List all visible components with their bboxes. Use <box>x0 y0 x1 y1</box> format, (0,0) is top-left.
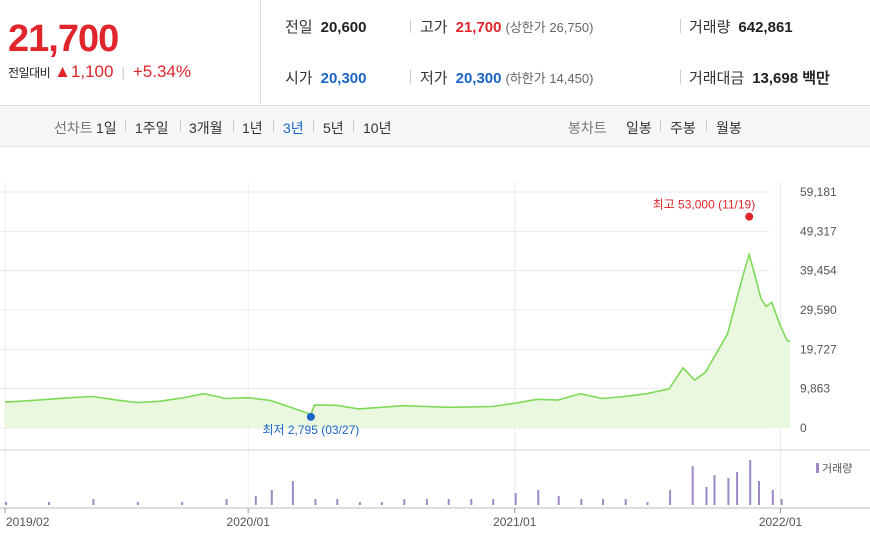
amount-value: 13,698 백만 <box>752 70 830 87</box>
y-tick-label: 9,863 <box>800 382 830 396</box>
volume-bar <box>736 472 739 505</box>
candle-weekly[interactable]: 주봉 <box>670 120 696 136</box>
y-tick-label: 19,727 <box>800 342 837 356</box>
volume-bar <box>557 496 560 505</box>
volume-label: 거래량 <box>689 19 731 36</box>
volume-bar <box>758 481 760 505</box>
volume-bar <box>691 466 694 505</box>
open-label: 시가 <box>285 70 313 87</box>
volume-value: 642,861 <box>738 19 793 36</box>
amount-stat: 거래대금 13,698 백만 <box>689 67 830 88</box>
volume-bar <box>314 499 317 505</box>
volume-bar <box>780 499 783 505</box>
volume-bar <box>470 499 473 505</box>
prev-close-value: 20,600 <box>320 19 367 36</box>
low-value: 20,300 <box>455 70 502 87</box>
y-tick-label: 29,590 <box>800 303 837 317</box>
min-annotation: 최저 2,795 (03/27) <box>262 423 359 437</box>
volume-bar <box>136 502 139 505</box>
volume-bar <box>291 481 294 505</box>
volume-bar <box>514 493 517 505</box>
prev-close-stat: 전일 20,600 <box>285 16 367 37</box>
volume-bar <box>254 496 257 505</box>
volume-bar <box>92 499 95 505</box>
volume-bar <box>771 490 774 505</box>
volume-bar <box>5 502 7 505</box>
period-1y[interactable]: 1년 <box>242 120 263 136</box>
change-amount: 1,100 <box>70 62 114 81</box>
period-5y[interactable]: 5년 <box>323 120 344 136</box>
y-tick-label: 49,317 <box>800 224 837 238</box>
volume-bar <box>48 502 50 505</box>
volume-bar <box>646 502 649 505</box>
x-tick-label: 2022/01 <box>759 515 803 529</box>
period-selector-bar: 선차트 1일 1주일 3개월 1년 3년 5년 10년 봉차트 일봉 주봉 월봉 <box>0 106 870 147</box>
high-value: 21,700 <box>455 19 502 36</box>
volume-bar <box>669 490 672 505</box>
min-point <box>306 412 315 421</box>
volume-legend-swatch <box>816 463 819 473</box>
y-tick-label: 59,181 <box>800 185 837 199</box>
stock-summary-panel: 21,700 전일대비 ▲1,100 | +5.34% 전일 20,600 고가 2… <box>0 0 870 106</box>
y-tick-label: 39,454 <box>800 264 837 278</box>
volume-bar <box>713 475 716 505</box>
up-arrow-icon: ▲ <box>54 62 71 81</box>
volume-legend: 거래량 <box>822 462 852 475</box>
candle-chart-label: 봉차트 <box>568 120 607 136</box>
change-percent: +5.34% <box>132 62 191 81</box>
high-stat: 고가 21,700 (상한가 26,750) <box>420 16 593 37</box>
volume-bar <box>425 499 428 505</box>
volume-bar <box>580 499 583 505</box>
open-value: 20,300 <box>320 70 367 87</box>
x-tick-label: 2021/01 <box>493 515 537 529</box>
candle-daily[interactable]: 일봉 <box>626 120 652 136</box>
prev-close-label: 전일 <box>285 19 313 36</box>
amount-label: 거래대금 <box>689 70 745 87</box>
volume-bar <box>492 499 495 505</box>
candle-monthly[interactable]: 월봉 <box>716 120 742 136</box>
lower-limit: (하한가 14,450) <box>505 71 594 86</box>
volume-bar <box>749 460 752 505</box>
period-1d[interactable]: 1일 <box>96 120 117 136</box>
price-line <box>4 251 791 416</box>
y-tick-label: 0 <box>800 421 807 435</box>
volume-bar <box>624 499 627 505</box>
low-stat: 저가 20,300 (하한가 14,450) <box>420 67 593 88</box>
volume-bar <box>270 490 273 505</box>
x-tick-label: 2019/02 <box>6 515 50 529</box>
max-annotation: 최고 53,000 (11/19) <box>653 198 756 212</box>
line-chart-label: 선차트 <box>54 120 93 136</box>
period-3y[interactable]: 3년 <box>283 120 304 136</box>
volume-bar <box>537 490 540 505</box>
x-tick-label: 2020/01 <box>227 515 271 529</box>
upper-limit: (상한가 26,750) <box>505 20 594 35</box>
volume-bar <box>336 499 339 505</box>
open-stat: 시가 20,300 <box>285 67 367 88</box>
high-label: 고가 <box>420 19 448 36</box>
period-3m[interactable]: 3개월 <box>189 120 223 136</box>
price-area <box>5 254 790 428</box>
volume-bar <box>358 502 361 505</box>
low-label: 저가 <box>420 70 448 87</box>
volume-bar <box>727 478 730 505</box>
volume-stat: 거래량 642,861 <box>689 16 793 37</box>
volume-bar <box>225 499 228 505</box>
volume-bar <box>705 487 708 505</box>
volume-bar <box>181 502 184 505</box>
max-point <box>745 212 754 221</box>
price-box: 21,700 전일대비 ▲1,100 | +5.34% <box>0 0 261 104</box>
volume-bar <box>447 499 450 505</box>
period-1w[interactable]: 1주일 <box>135 120 169 136</box>
change-row: 전일대비 ▲1,100 | +5.34% <box>8 62 191 81</box>
volume-bar <box>380 502 383 505</box>
change-label: 전일대비 <box>8 66 51 80</box>
volume-bar <box>403 499 406 505</box>
period-10y[interactable]: 10년 <box>363 120 392 136</box>
volume-bar <box>602 499 605 505</box>
current-price: 21,700 <box>8 18 119 60</box>
